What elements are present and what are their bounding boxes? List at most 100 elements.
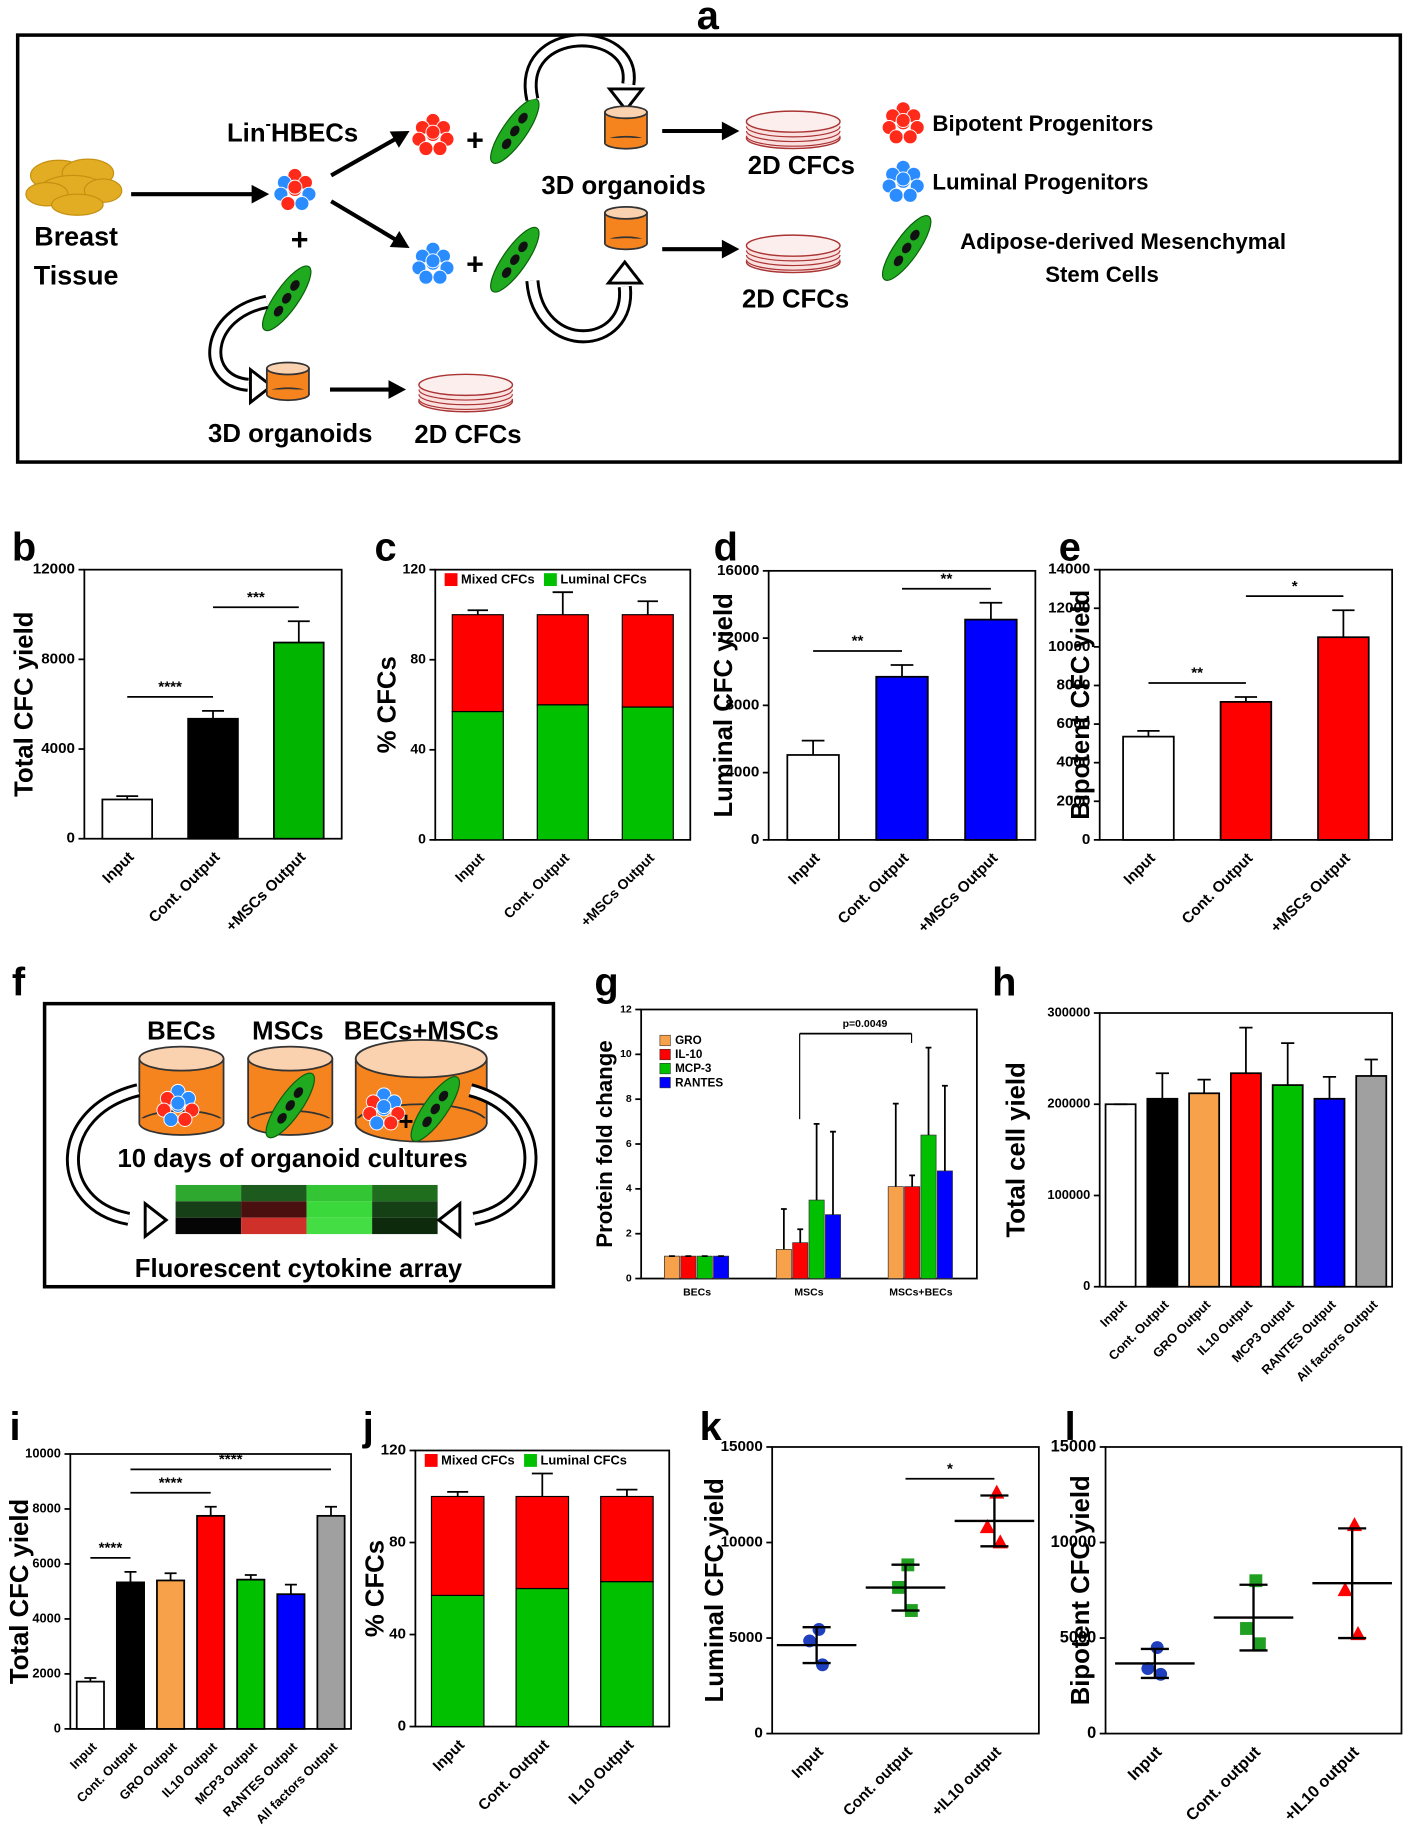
msc-nucleus [501,138,512,150]
y-tick-label: 8 [626,1093,632,1105]
heatmap-cell [306,1217,373,1235]
error-bar [1197,1078,1211,1094]
msc-nucleus [277,1112,287,1124]
y-axis-label: % CFCs [362,1540,390,1637]
x-tick-label: MSCs [794,1286,823,1298]
y-tick-label: 2 [626,1227,632,1239]
error-bar [1155,1072,1169,1099]
arrow-head [389,230,410,248]
bar [101,798,153,840]
panel-letter: k [700,1405,723,1449]
y-axis-label: % CFCs [373,656,401,753]
lin-sup: - [266,116,271,134]
msc-nucleus [893,255,904,267]
heatmap-cell [175,1217,242,1235]
dish-line [745,250,841,262]
cell [287,179,303,195]
error-bar [1234,696,1258,702]
y-tick-label: 6000 [32,1555,61,1570]
heatmap-cell [241,1201,307,1218]
heatmap-cell [241,1184,307,1202]
heatmap-cell [306,1184,373,1202]
x-tick-label: Input [67,1739,100,1772]
msc-nucleus [510,125,520,137]
plot-frame [771,1446,1040,1735]
error-bar [813,1122,820,1201]
msc-nucleus [518,112,528,124]
y-tick-label: 2000 [32,1665,61,1680]
msc-nucleus [293,1087,304,1098]
y-tick-label: 10 [620,1048,632,1060]
y-tick-label: 8000 [1057,676,1091,693]
msc-nucleus [510,254,520,266]
error-bar [1281,1042,1295,1086]
label: MSCs [252,1018,323,1046]
x-tick-label: +MSCs Output [915,850,1001,936]
error-bar [780,1208,787,1250]
bar [680,1255,697,1279]
y-tick-label: 10000 [1048,638,1090,655]
bar-segment [451,614,504,713]
bar [786,754,840,841]
label: + [399,1108,414,1136]
bar-segment [515,1587,570,1728]
x-tick-label: Cont. Output [500,849,572,921]
cell [902,129,918,145]
panel-a-frame [15,33,1403,464]
bar [196,1514,226,1730]
lin-prefix: Lin [227,119,266,147]
y-tick-label: 10000 [25,1445,61,1460]
sd-whisker [891,1563,920,1612]
curved-arrow [211,297,268,389]
error-bar [325,1505,338,1516]
y-axis-label: Total CFC yield [6,1499,34,1684]
x-tick-label: Cont. Output [475,1737,553,1815]
y-tick-label: 300000 [1047,1004,1090,1019]
x-tick-label: Input [1124,1743,1165,1784]
y-tick-label: 120 [381,1442,406,1459]
label: Breast [34,222,118,252]
panel-letter: e [1059,525,1081,569]
x-tick-label: Input [1097,1297,1130,1330]
breast-tissue [51,193,104,216]
heatmap-cell [306,1201,373,1218]
bar [904,1186,921,1279]
panel-letter: b [12,525,36,569]
bar [808,1199,825,1279]
significance-label: p=0.0049 [843,1018,888,1030]
y-tick-label: 120 [403,560,427,576]
error-bar [890,664,914,677]
data-point [979,1519,996,1534]
error-bar [1364,1058,1378,1076]
msc-nucleus [285,1100,295,1111]
y-tick-label: 4000 [32,1610,61,1625]
organoid-top [604,105,648,120]
label: + [291,223,309,257]
error-bar [202,710,224,719]
y-tick-label: 14000 [1048,561,1090,578]
dish-line [418,398,514,410]
y-tick-label: 200000 [1047,1096,1090,1111]
y-tick-label: 0 [626,1272,632,1284]
label: + [466,124,484,158]
panel-letter: a [697,0,720,38]
cell [425,253,441,269]
legend-swatch [424,1454,438,1467]
dish-line [745,130,841,143]
error-bar [1137,729,1160,737]
y-tick-label: 12000 [33,561,75,578]
y-tick-label: 0 [67,830,75,847]
sd-whisker [1140,1647,1169,1680]
legend-label: Mixed CFCs [441,1452,515,1467]
x-tick-label: +MSCs Output [223,849,309,935]
y-tick-label: 4000 [726,764,760,781]
legend-label: RANTES [675,1076,723,1089]
dish-top [745,110,841,133]
bar [964,618,1018,841]
error-bar [1239,1026,1253,1074]
y-tick-label: 100000 [1047,1187,1090,1202]
error-bar [244,1574,257,1580]
x-tick-label: MSCs+BECs [889,1286,953,1298]
error-bar [979,601,1003,620]
bar-segment [430,1495,485,1597]
